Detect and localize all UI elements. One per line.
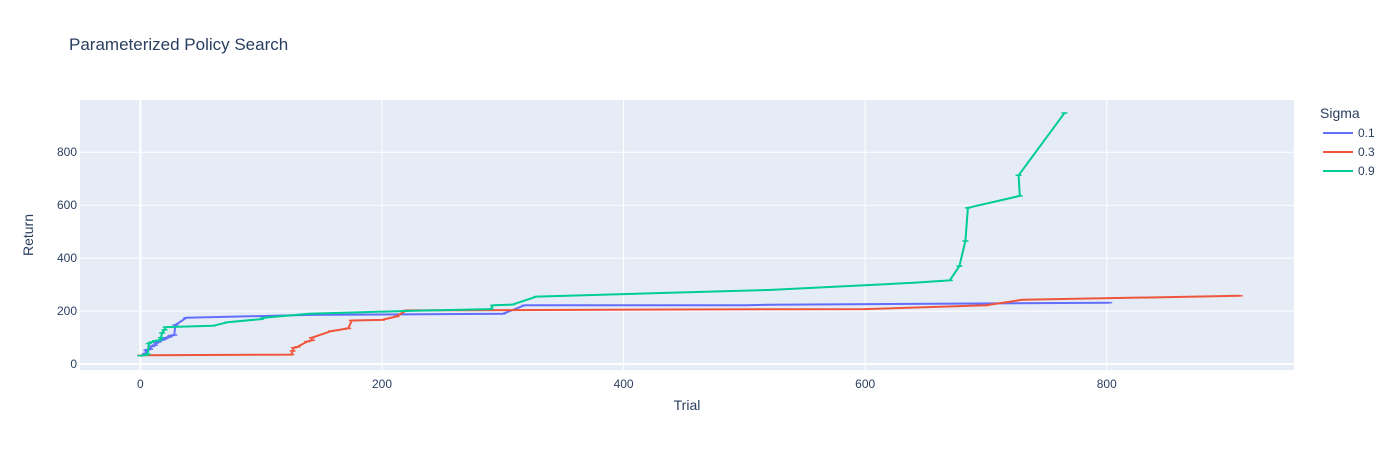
legend-label: 0.1 [1358,126,1375,140]
legend-item-0.3[interactable]: 0.3 [1323,145,1375,159]
y-axis-title: Return [20,214,36,256]
x-tick-label: 0 [137,377,144,391]
x-tick-label: 400 [614,377,634,391]
x-tick-label: 800 [1097,377,1117,391]
legend-items[interactable]: 0.1 0.3 0.9 [1323,126,1375,178]
y-tick-label: 600 [57,198,77,212]
y-tick-label: 800 [57,145,77,159]
x-tick-label: 200 [372,377,392,391]
legend-item-0.9[interactable]: 0.9 [1323,164,1375,178]
y-tick-label: 400 [57,251,77,265]
x-tick-label: 600 [855,377,875,391]
legend-item-0.1[interactable]: 0.1 [1323,126,1375,140]
series-layer [137,112,1243,357]
y-tick-label: 200 [57,304,77,318]
y-tick-label: 0 [70,357,77,371]
plot-area [80,100,1294,370]
chart-title: Parameterized Policy Search [69,35,288,54]
legend-label: 0.3 [1358,145,1375,159]
legend-title: Sigma [1320,105,1360,121]
legend-label: 0.9 [1358,164,1375,178]
tick-labels: 0 200 400 600 800 0 200 400 600 800 [57,145,1117,391]
legend[interactable]: Sigma 0.1 0.3 0.9 [1320,105,1375,178]
x-axis-title: Trial [674,397,701,413]
grid-lines [80,100,1294,370]
